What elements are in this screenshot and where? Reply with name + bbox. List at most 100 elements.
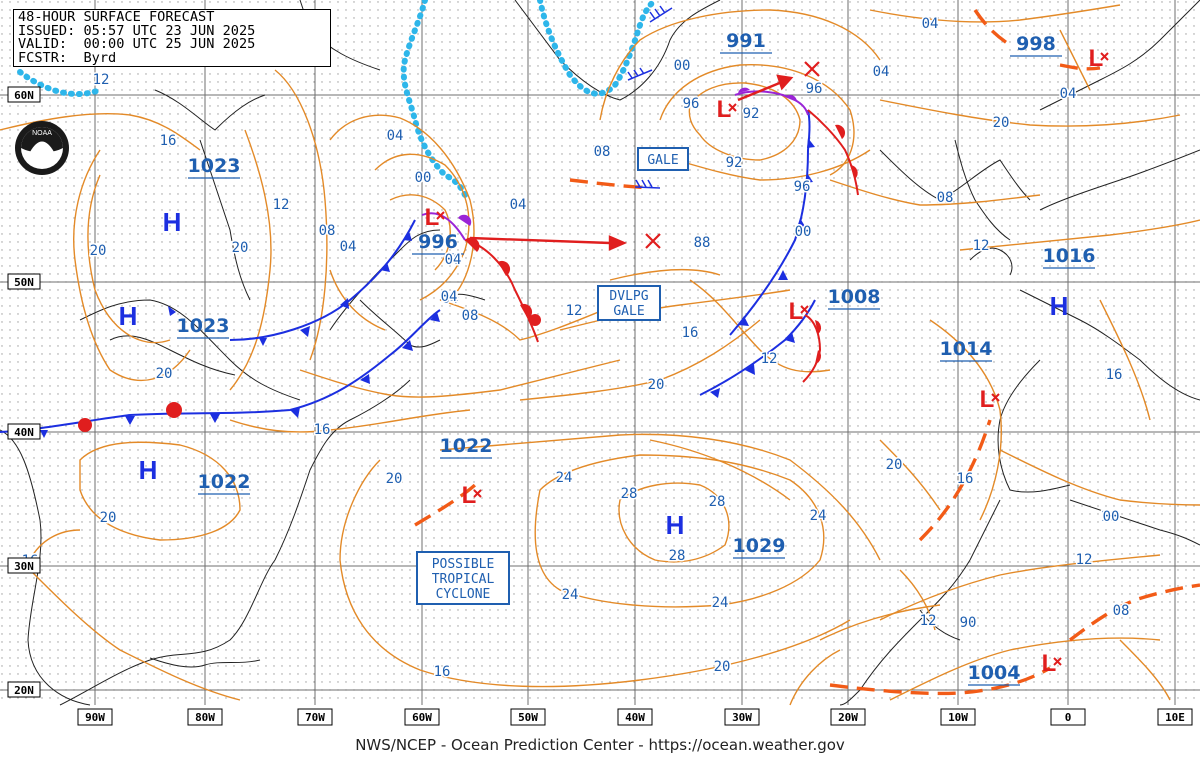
isobar-label: 04 — [340, 239, 357, 255]
storm-tracks — [469, 74, 794, 251]
high-symbol: H — [119, 301, 138, 331]
isobar-label: 90 — [960, 615, 977, 631]
isobar-label: 12 — [273, 197, 290, 213]
isobar-label: 92 — [726, 155, 743, 171]
header-issued: ISSUED: 05:57 UTC 23 JUN 2025 — [18, 22, 256, 39]
lat-label-60n: 60N — [7, 86, 41, 103]
occluded-symbols — [458, 87, 798, 226]
isobar-label: 20 — [714, 659, 731, 675]
lon-label-0: 0 — [1050, 708, 1086, 726]
warm-front-semicircles — [78, 124, 858, 432]
svg-text:40W: 40W — [625, 711, 645, 724]
isobar-label: 20 — [100, 510, 117, 526]
svg-text:TROPICAL: TROPICAL — [432, 572, 495, 587]
pressure-value: 1029 — [733, 535, 786, 557]
low-symbol: L — [717, 96, 732, 123]
pressure-value: 1023 — [188, 155, 241, 177]
low-x — [436, 211, 445, 220]
troughs — [414, 9, 1200, 696]
pressure-center-h-1022-southeast: H 1022 — [139, 455, 250, 495]
pressure-value: 1014 — [940, 338, 993, 360]
isobar-label: 20 — [232, 240, 249, 256]
pressure-center-h-1016-france: H 1016 — [1043, 245, 1096, 321]
lon-label-80w: 80W — [187, 708, 223, 726]
isobar-label: 20 — [90, 243, 107, 259]
pressure-value: 1004 — [968, 662, 1021, 684]
pressure-value: 1008 — [828, 286, 881, 308]
isobar-label: 16 — [957, 471, 974, 487]
isobar-label: 24 — [556, 470, 573, 486]
isobar-label: 00 — [674, 58, 691, 74]
isobar-label: 12 — [566, 303, 583, 319]
svg-text:10W: 10W — [948, 711, 968, 724]
isobar-label: 08 — [462, 308, 479, 324]
svg-text:20W: 20W — [838, 711, 858, 724]
isobar-label: 00 — [795, 224, 812, 240]
svg-text:20N: 20N — [14, 684, 34, 697]
isobar-label: 20 — [993, 115, 1010, 131]
pressure-value: 991 — [726, 30, 766, 52]
lon-label-40w: 40W — [617, 708, 653, 726]
isobar-label: 04 — [510, 197, 527, 213]
footer-credit: NWS/NCEP - Ocean Prediction Center - htt… — [355, 736, 845, 754]
pressure-center-h-1023-greatlakes: H 1023 — [119, 301, 229, 339]
low-symbol: L — [1042, 650, 1057, 677]
dotted-background — [0, 0, 1200, 705]
isobar-label: 20 — [156, 366, 173, 382]
high-symbol: H — [666, 510, 685, 540]
isobar-label: 08 — [937, 190, 954, 206]
low-symbol: L — [980, 386, 995, 413]
svg-text:CYCLONE: CYCLONE — [436, 587, 491, 602]
header-forecaster: FCSTR: Byrd — [18, 49, 117, 66]
isobar-label: 28 — [621, 486, 638, 502]
svg-text:GALE: GALE — [647, 153, 678, 168]
isobar-label: 12 — [93, 72, 110, 88]
svg-text:50N: 50N — [14, 276, 34, 289]
pressure-value: 996 — [418, 231, 458, 253]
svg-text:DVLPG: DVLPG — [609, 289, 648, 304]
high-symbol: H — [139, 455, 158, 485]
lon-label-20w: 20W — [830, 708, 866, 726]
lat-label-20n: 20N — [7, 681, 41, 698]
svg-text:60N: 60N — [14, 89, 34, 102]
isobar-label: 24 — [712, 595, 729, 611]
isobar-label: 12 — [761, 351, 778, 367]
isobar-label: 04 — [441, 289, 458, 305]
svg-text:70W: 70W — [305, 711, 325, 724]
latitude-labels: 60N 50N 40N 30N 20N — [7, 86, 41, 698]
lon-label-10e: 10E — [1157, 708, 1193, 726]
lon-label-60w: 60W — [404, 708, 440, 726]
isobar-label: 12 — [920, 613, 937, 629]
pressure-value: 998 — [1016, 33, 1056, 55]
gale-box: GALE — [637, 147, 689, 171]
isobar-label: 24 — [810, 508, 827, 524]
pressure-center-l-1022-bermuda: L 1022 — [440, 435, 493, 509]
low-x — [473, 489, 482, 498]
svg-text:0: 0 — [1065, 711, 1072, 724]
header-valid: VALID: 00:00 UTC 25 JUN 2025 — [18, 36, 256, 53]
low-x — [800, 305, 809, 314]
isobar-label: 08 — [594, 144, 611, 160]
isobar-label: 20 — [648, 377, 665, 393]
forecast-positions — [645, 61, 820, 249]
pressure-center-l-991-north-atlantic: L 991 — [717, 30, 772, 123]
lon-label-90w: 90W — [77, 708, 113, 726]
isobar-label: 04 — [1060, 86, 1077, 102]
low-x — [1053, 657, 1062, 666]
lon-label-50w: 50W — [510, 708, 546, 726]
isobar-label: 00 — [1103, 509, 1120, 525]
isobar-label: 16 — [1101, 509, 1118, 525]
isobar-label: 00 — [445, 252, 462, 268]
noaa-logo: NOAA — [15, 121, 69, 175]
forecast-header: 48-HOUR SURFACE FORECAST ISSUED: 05:57 UT… — [13, 9, 331, 67]
isobar-label: 96 — [806, 81, 823, 97]
pressure-value: 1016 — [1043, 245, 1096, 267]
isobar-label: 88 — [694, 235, 711, 251]
svg-text:NOAA: NOAA — [32, 130, 52, 137]
pressure-center-l-998-norway: L 998 — [1010, 33, 1109, 72]
warm-fronts — [464, 109, 859, 383]
svg-text:POSSIBLE: POSSIBLE — [432, 557, 495, 572]
isobars — [0, 4, 1200, 706]
